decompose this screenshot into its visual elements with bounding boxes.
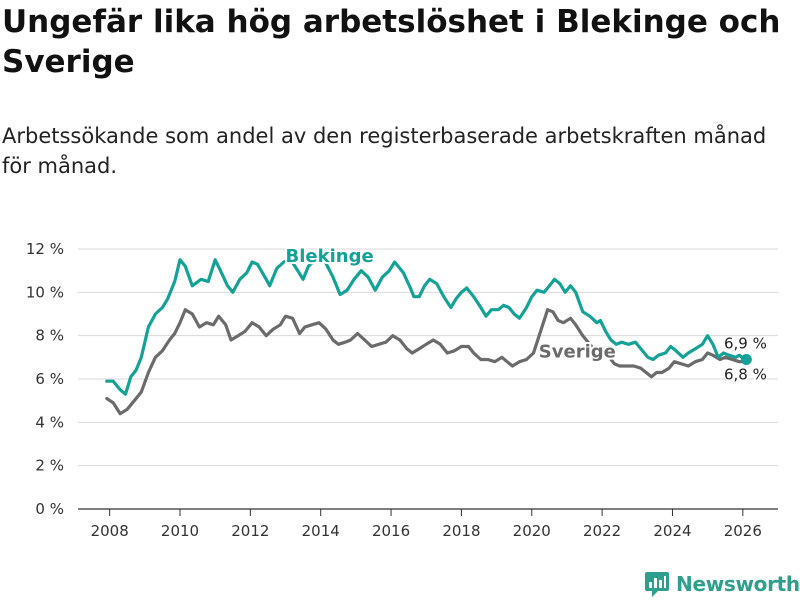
series-end-dot-blekinge (740, 354, 752, 365)
gridlines (78, 248, 778, 510)
end-value-label-blekinge: 6,9 % (724, 335, 767, 353)
x-tick-label: 2010 (161, 522, 199, 540)
x-tick-label: 2026 (724, 522, 762, 540)
x-tick-label: 2016 (372, 522, 410, 540)
y-tick-label: 2 % (35, 457, 64, 475)
newsworthy-logo-icon (645, 572, 669, 597)
series-line-blekinge (105, 258, 748, 396)
brand-logo: Newsworthy (644, 568, 800, 600)
series-line-sverige (105, 308, 748, 416)
x-tick-label: 2012 (231, 522, 269, 540)
x-tick-label: 2014 (302, 522, 340, 540)
x-tick-label: 2022 (583, 522, 621, 540)
series-label-blekinge: Blekinge (286, 246, 374, 267)
y-tick-label: 10 % (26, 283, 64, 301)
y-tick-label: 12 % (26, 240, 64, 258)
end-value-label-sverige: 6,8 % (724, 366, 767, 384)
y-tick-label: 4 % (35, 413, 64, 431)
brand-name: Newsworthy (676, 572, 800, 596)
x-tick-label: 2018 (442, 522, 480, 540)
series (105, 258, 752, 416)
chart-title: Ungefär lika hög arbetslöshet i Blekinge… (2, 4, 781, 80)
x-tick-label: 2008 (91, 522, 129, 540)
y-tick-label: 8 % (35, 327, 64, 345)
chart-subtitle: Arbetssökande som andel av den registerb… (2, 124, 767, 178)
x-tick-label: 2020 (513, 522, 551, 540)
x-tick-label: 2024 (653, 522, 691, 540)
y-tick-label: 0 % (35, 500, 64, 518)
series-label-sverige: Sverige (539, 341, 616, 362)
y-tick-label: 6 % (35, 370, 64, 388)
axes: 0 % 2 % 4 % 6 % 8 % 10 % 12 % 2008 2010 2012 2014 2… (26, 240, 762, 540)
annotations: Blekinge Sverige 6,9 % 6,8 % (284, 244, 769, 385)
